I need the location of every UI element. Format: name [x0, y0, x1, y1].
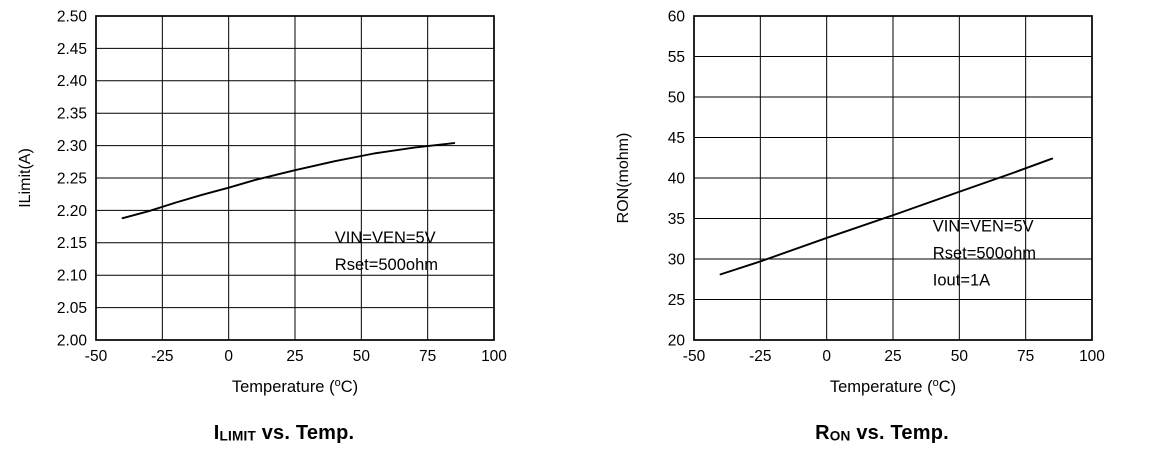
chart-ilimit-svg: -50 -25 0 25 50 75 100 2.00 2.05 2.10 2.15 2.20 2.25…: [17, 8, 507, 396]
x-tick-label: 75: [419, 348, 436, 365]
annotation-line: VIN=VEN=5V: [335, 229, 436, 247]
x-tick-label: 100: [481, 348, 507, 365]
x-tick-label: -50: [683, 348, 706, 365]
x-tick-label: -25: [749, 348, 771, 365]
series-curve-ron: [719, 157, 1054, 276]
x-axis-label: Temperature (oC): [232, 377, 358, 396]
x-tick-label: -50: [85, 348, 108, 365]
chart-figure-ilimit-vs-temp: -50 -25 0 25 50 75 100 2.00 2.05 2.10 2.15 2.20 2.25…: [4, 0, 564, 445]
y-tick-label: 2.05: [57, 300, 87, 317]
y-tick-label: 25: [668, 292, 685, 309]
y-tick-label: 60: [668, 8, 686, 25]
x-tick-label: 25: [884, 348, 901, 365]
chart-title-subscript: ON: [829, 428, 851, 444]
chart-title-prefix: R: [815, 422, 830, 444]
annotation-line: Rset=500ohm: [933, 244, 1036, 262]
y-tick-label: 2.45: [57, 41, 87, 58]
series-curve-ilimit: [121, 142, 456, 220]
x-tick-label: 25: [286, 348, 303, 365]
y-tick-label: 2.40: [57, 73, 88, 90]
y-axis-label: RON(mohm): [615, 133, 632, 224]
annotation-line: VIN=VEN=5V: [933, 217, 1034, 235]
y-tick-label: 2.20: [57, 203, 88, 220]
chart-title-suffix: vs. Temp.: [850, 422, 949, 444]
y-tick-label: 30: [668, 251, 686, 268]
y-tick-label: 35: [668, 211, 685, 228]
x-tick-label: -25: [151, 348, 173, 365]
chart-title-suffix: vs. Temp.: [255, 422, 355, 444]
x-tick-label: 100: [1079, 348, 1105, 365]
annotation-line: Iout=1A: [933, 271, 990, 289]
chart-title-ilimit: ILIMIT vs. Temp.: [214, 422, 355, 445]
chart-ilimit-plot-area: -50 -25 0 25 50 75 100 2.00 2.05 2.10 2.15 2.20 2.25…: [4, 0, 564, 400]
chart-title-prefix: I: [213, 422, 220, 444]
x-axis-label: Temperature (oC): [830, 377, 956, 396]
y-tick-label: 2.00: [57, 332, 88, 349]
plot-frame: [95, 15, 495, 341]
y-tick-label: 2.25: [57, 170, 87, 187]
chart-figure-ron-vs-temp: -50 -25 0 25 50 75 100 20 25 30 35 40 45 50 55 60 RON(mo…: [602, 0, 1162, 445]
y-tick-label: 2.50: [57, 8, 88, 25]
y-tick-label: 2.10: [57, 268, 88, 285]
x-tick-label: 50: [353, 348, 371, 365]
chart-ron-plot-area: -50 -25 0 25 50 75 100 20 25 30 35 40 45 50 55 60 RON(mo…: [602, 0, 1162, 400]
y-tick-label: 2.30: [57, 138, 88, 155]
y-tick-label: 2.15: [57, 235, 87, 252]
y-tick-label: 20: [668, 332, 686, 349]
plot-frame: [693, 15, 1093, 341]
chart-title-subscript: LIMIT: [219, 428, 256, 444]
annotation-line: Rset=500ohm: [335, 256, 438, 274]
y-tick-label: 45: [668, 130, 685, 147]
chart-title-ron: RON vs. Temp.: [815, 422, 949, 445]
x-tick-label: 0: [822, 348, 831, 365]
y-tick-label: 40: [668, 170, 686, 187]
y-tick-label: 2.35: [57, 106, 87, 123]
y-tick-label: 50: [668, 89, 686, 106]
chart-ron-svg: -50 -25 0 25 50 75 100 20 25 30 35 40 45 50 55 60 RON(mo…: [615, 8, 1105, 396]
y-axis-label: ILimit(A): [17, 148, 34, 208]
x-tick-label: 50: [951, 348, 969, 365]
y-tick-label: 55: [668, 49, 685, 66]
x-tick-label: 75: [1017, 348, 1034, 365]
x-tick-label: 0: [224, 348, 233, 365]
